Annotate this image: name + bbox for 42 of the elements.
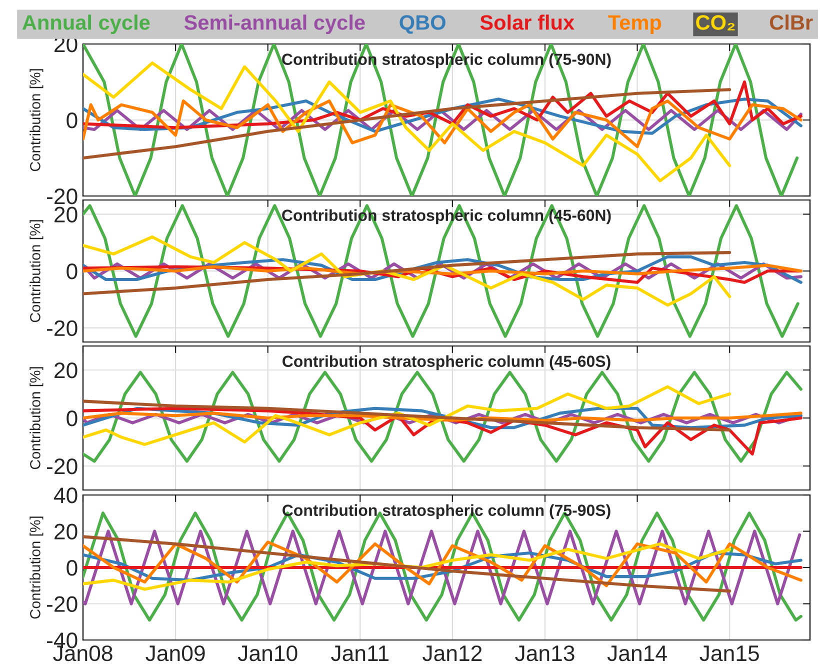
y-tick-label: 40 (54, 488, 78, 504)
y-tick-label: -20 (47, 458, 78, 474)
text: Contribution stratospheric column (75-90S) (282, 504, 610, 520)
series-label: Annual cycle (22, 14, 150, 34)
line-series (83, 535, 732, 593)
y-tick-label: -20 (47, 320, 78, 336)
text: CO₂ (696, 15, 735, 30)
text: Temp (608, 15, 662, 34)
text: Contribution stratospheric column (45-60S) (282, 355, 610, 370)
line-series (83, 385, 732, 446)
x-tick-label: Jan11 (331, 646, 389, 662)
y-tick-label: 20 (54, 524, 78, 540)
x-tick-label: Jan09 (146, 645, 205, 662)
y-tick-label: 0 (66, 560, 78, 576)
y-axis-title: Contribution [%] (30, 220, 44, 322)
line-series (83, 412, 802, 422)
text: Solar flux (480, 14, 574, 30)
y-axis-title: Contribution [%] (30, 69, 44, 172)
y-tick-label: -20 (47, 596, 78, 612)
line-series (83, 99, 802, 148)
x-tick-label: Jan15 (700, 646, 759, 662)
line-series (83, 542, 732, 591)
x-tick-label: Jan12 (422, 645, 482, 662)
y-axis-title: Contribution [%] (30, 367, 44, 470)
y-tick-label: -20 (47, 188, 78, 204)
y-tick-label: 20 (54, 362, 78, 378)
line-series (83, 235, 732, 307)
line-series (83, 204, 800, 338)
line-series (83, 88, 732, 160)
y-tick-label: 0 (66, 112, 78, 128)
text: Semi-annual cycle (184, 14, 365, 34)
x-tick-label: Jan13 (515, 645, 574, 662)
line-series (83, 251, 732, 296)
line-series (83, 400, 732, 432)
text: ClBr (770, 14, 813, 30)
y-tick-label: 0 (66, 264, 78, 280)
y-tick-label: 20 (54, 206, 78, 222)
y-tick-label: 0 (66, 410, 78, 426)
x-tick-label: Jan14 (607, 646, 667, 662)
x-tick-label: Jan10 (238, 645, 298, 662)
y-axis-title: Contribution [%] (30, 516, 44, 619)
text: QBO (400, 15, 446, 34)
